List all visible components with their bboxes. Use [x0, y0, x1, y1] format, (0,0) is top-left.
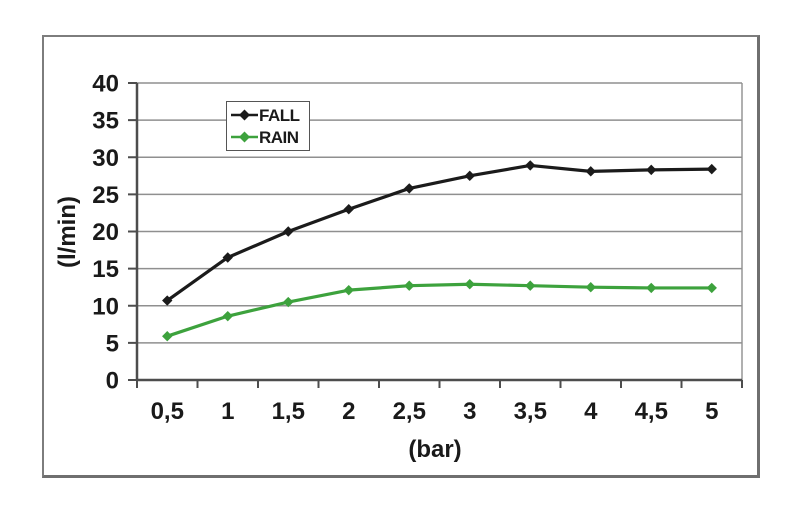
legend-item-fall: FALL	[231, 104, 309, 126]
y-tick-label-5: 5	[106, 330, 119, 357]
x-tick-label-3: 3	[463, 398, 476, 425]
y-tick-label-10: 10	[92, 293, 119, 320]
y-tick-label-35: 35	[92, 108, 119, 135]
fall-marker-point-3	[464, 170, 475, 182]
y-tick-label-20: 20	[92, 219, 119, 246]
rain-marker-point-2.5	[404, 280, 415, 291]
fall-marker-point-2.5	[404, 183, 415, 194]
x-tick-label-1,5: 1,5	[272, 398, 305, 425]
fall-marker-point-0.5	[162, 295, 173, 306]
rain-line	[165, 282, 714, 338]
fall-marker-point-3.5	[525, 160, 536, 171]
rain-marker-point-4.5	[646, 282, 657, 294]
chart-frame	[42, 35, 760, 478]
x-tick-label-3,5: 3,5	[514, 398, 547, 425]
x-axis-label: (bar)	[408, 436, 462, 463]
x-tick-label-2: 2	[342, 398, 355, 425]
x-tick-label-4,5: 4,5	[635, 398, 668, 425]
y-tick-label-40: 40	[92, 71, 119, 98]
x-tick-label-2,5: 2,5	[393, 398, 426, 425]
y-tick-label-0: 0	[106, 368, 119, 395]
fall-series-marker-icon	[231, 109, 258, 121]
y-tick-label-25: 25	[92, 182, 119, 209]
rain-marker-point-3.5	[525, 280, 536, 291]
rain-marker-point-2	[343, 284, 354, 296]
legend: FALL RAIN	[226, 101, 310, 151]
fall-marker-point-5	[706, 163, 717, 175]
x-tick-label-0,5: 0,5	[151, 398, 184, 425]
fall-marker-point-2	[343, 204, 354, 215]
fall-marker-point-4	[585, 166, 596, 177]
y-axis-label: (l/min)	[54, 196, 81, 268]
rain-marker-point-4	[585, 281, 596, 293]
legend-item-rain: RAIN	[231, 126, 309, 148]
y-tick-label-30: 30	[92, 145, 119, 172]
legend-label-rain: RAIN	[259, 127, 299, 147]
rain-marker-point-5	[706, 282, 717, 294]
fall-marker-point-1	[222, 252, 233, 263]
rain-legend-diamond-icon	[239, 131, 250, 143]
fall-line	[165, 163, 714, 303]
x-tick-label-5: 5	[705, 398, 718, 425]
fall-marker-point-1.5	[283, 226, 294, 237]
legend-label-fall: FALL	[259, 105, 300, 125]
x-tick-label-1: 1	[221, 398, 234, 425]
rain-marker-point-1.5	[283, 296, 294, 308]
y-tick-label-15: 15	[92, 256, 119, 283]
rain-series-marker-icon	[231, 131, 258, 143]
x-tick-label-4: 4	[584, 398, 598, 425]
rain-marker-point-3	[464, 279, 475, 290]
fall-marker-point-4.5	[646, 164, 657, 176]
rain-marker-point-0.5	[162, 330, 173, 342]
fall-legend-diamond-icon	[239, 109, 250, 121]
rain-marker-point-1	[222, 310, 233, 322]
